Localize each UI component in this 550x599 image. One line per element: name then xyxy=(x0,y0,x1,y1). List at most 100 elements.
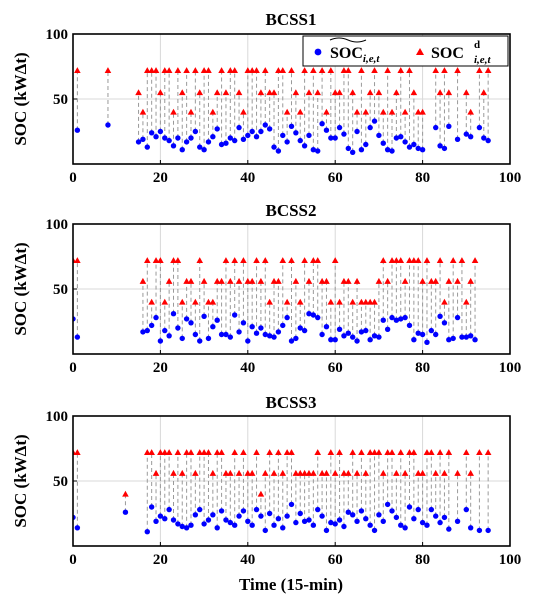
soc-point xyxy=(310,147,317,153)
socd-point xyxy=(292,89,300,96)
soc-point xyxy=(271,522,277,528)
soc-point xyxy=(175,521,181,527)
soc-point xyxy=(459,334,465,340)
soc-point xyxy=(306,517,312,523)
socd-point xyxy=(375,277,383,284)
soc-point xyxy=(170,143,177,149)
socd-point xyxy=(279,257,287,264)
socd-point xyxy=(187,277,195,284)
soc-point xyxy=(467,134,474,140)
socd-point xyxy=(122,490,129,497)
soc-point xyxy=(336,517,343,523)
x-tick-label: 20 xyxy=(153,170,168,186)
x-axis-label: Time (15-min) xyxy=(239,575,343,594)
soc-point xyxy=(363,141,369,148)
soc-point xyxy=(253,330,260,336)
socd-point xyxy=(292,277,300,284)
soc-point xyxy=(74,334,81,340)
socd-point xyxy=(266,449,273,456)
soc-point xyxy=(157,128,164,135)
soc-point xyxy=(280,132,286,139)
socd-point xyxy=(213,277,221,284)
soc-point xyxy=(446,337,452,343)
socd-point xyxy=(314,257,322,264)
soc-point xyxy=(74,127,81,133)
socd-point xyxy=(358,298,365,305)
soc-point xyxy=(188,135,194,141)
socd-point xyxy=(384,277,391,284)
soc-point xyxy=(266,333,273,339)
stems xyxy=(73,452,489,532)
socd-point xyxy=(393,469,400,476)
soc-point xyxy=(398,522,404,528)
soc-point xyxy=(389,314,395,321)
soc-point xyxy=(249,128,255,135)
soc-point xyxy=(218,331,225,338)
soc-point xyxy=(481,135,487,141)
socd-point xyxy=(419,469,426,476)
socd-point xyxy=(183,277,190,284)
soc-point xyxy=(354,128,360,135)
x-tick-label: 60 xyxy=(328,170,343,186)
legend-soc-marker xyxy=(314,48,322,56)
socd-point xyxy=(222,89,230,96)
soc-point xyxy=(315,506,321,513)
socd-point xyxy=(279,67,287,74)
soc-point xyxy=(170,517,177,523)
socd-point xyxy=(366,298,374,305)
soc-point xyxy=(411,141,417,148)
soc-point xyxy=(306,311,312,317)
socd-point xyxy=(270,277,278,284)
x-tick-label: 80 xyxy=(415,360,430,376)
socd-point xyxy=(174,67,182,74)
socd-point xyxy=(183,67,190,74)
soc-point xyxy=(262,331,268,338)
socd-point xyxy=(275,67,282,74)
stems xyxy=(76,70,489,153)
soc-point xyxy=(240,136,247,142)
socd-point xyxy=(323,108,330,115)
socd-point xyxy=(248,67,256,74)
socd-point xyxy=(379,469,387,476)
soc-point xyxy=(153,314,159,321)
socd-point xyxy=(371,298,378,305)
socd-point xyxy=(384,449,391,456)
soc-point xyxy=(341,131,347,137)
soc-point xyxy=(148,130,155,136)
soc-point xyxy=(197,144,203,150)
soc-point xyxy=(258,325,264,331)
socd-point xyxy=(419,108,426,115)
socd-point xyxy=(432,67,440,74)
soc-point xyxy=(275,516,282,522)
soc-point xyxy=(293,519,299,526)
soc-point xyxy=(319,513,325,519)
socd-point xyxy=(414,108,422,115)
socd-point xyxy=(410,89,418,96)
soc-point xyxy=(336,326,343,332)
socd-point xyxy=(310,257,317,264)
soc-point xyxy=(384,326,391,332)
socd-point xyxy=(445,277,453,284)
soc-point xyxy=(319,331,325,338)
socd-point xyxy=(432,277,440,284)
x-tick-label: 100 xyxy=(499,360,522,376)
socd-point xyxy=(336,449,343,456)
socd-point xyxy=(240,257,247,264)
soc-point xyxy=(214,317,220,323)
soc-point xyxy=(428,327,435,334)
socd-point xyxy=(209,298,217,305)
soc-point xyxy=(183,316,190,322)
socd-point xyxy=(143,257,151,264)
socd-point xyxy=(288,67,295,74)
socd-point xyxy=(379,108,387,115)
socd-point xyxy=(161,298,169,305)
socd-point xyxy=(74,67,81,74)
socd-point xyxy=(227,67,234,74)
soc-point xyxy=(301,327,308,334)
socd-point xyxy=(231,449,238,456)
soc-point xyxy=(323,324,330,330)
soc-point xyxy=(411,337,417,343)
soc-point xyxy=(450,335,456,342)
soc-point xyxy=(183,139,190,145)
socd-point xyxy=(296,298,304,305)
